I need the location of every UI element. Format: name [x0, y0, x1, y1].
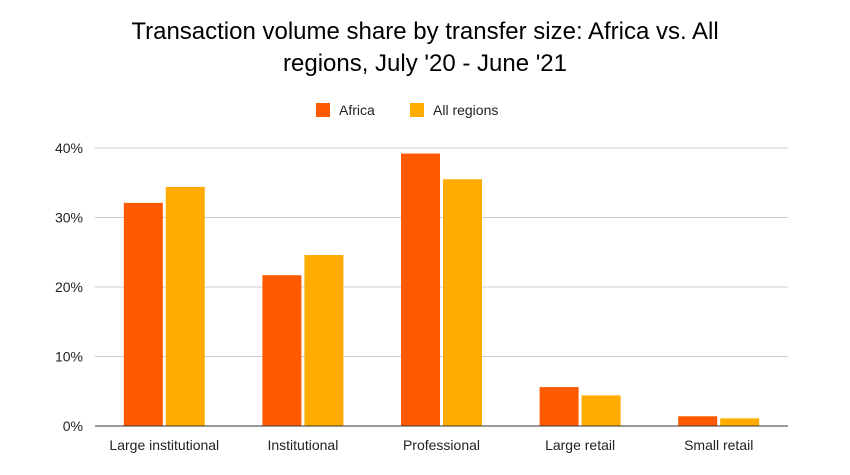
y-tick-label: 10% [55, 349, 83, 365]
bar-africa [401, 153, 440, 426]
bar-all-regions [165, 186, 205, 426]
bar-all-regions [443, 179, 482, 426]
bar-all-regions [304, 255, 344, 426]
bar-all-regions [720, 418, 760, 426]
x-tick-label: Professional [403, 437, 480, 453]
chart-title-line-2: regions, July '20 - June '21 [283, 50, 567, 77]
y-tick-label: 20% [55, 279, 83, 295]
legend-swatch [316, 103, 330, 117]
x-tick-label: Small retail [684, 437, 753, 453]
legend-swatch [410, 103, 424, 117]
y-axis: 0% 10% 20% 30% 40% [55, 140, 83, 434]
legend-label: Africa [339, 102, 375, 118]
y-tick-label: 30% [55, 210, 83, 226]
legend: Africa All regions [316, 102, 498, 118]
x-axis: Large institutional Institutional Professi… [95, 425, 788, 453]
chart-title-line-1: Transaction volume share by transfer siz… [131, 18, 719, 45]
x-tick-label: Large retail [545, 437, 615, 453]
x-tick-label: Institutional [267, 437, 338, 453]
bars [123, 153, 760, 426]
bar-africa [678, 416, 718, 426]
y-tick-label: 0% [63, 418, 83, 434]
legend-label: All regions [433, 102, 498, 118]
bar-africa [123, 202, 163, 426]
chart-title: Transaction volume share by transfer siz… [0, 16, 850, 80]
bar-africa [262, 275, 302, 426]
bar-africa [539, 387, 579, 426]
gridlines [95, 147, 788, 357]
y-tick-label: 40% [55, 140, 83, 156]
x-tick-label: Large institutional [109, 437, 219, 453]
bar-all-regions [581, 395, 621, 426]
